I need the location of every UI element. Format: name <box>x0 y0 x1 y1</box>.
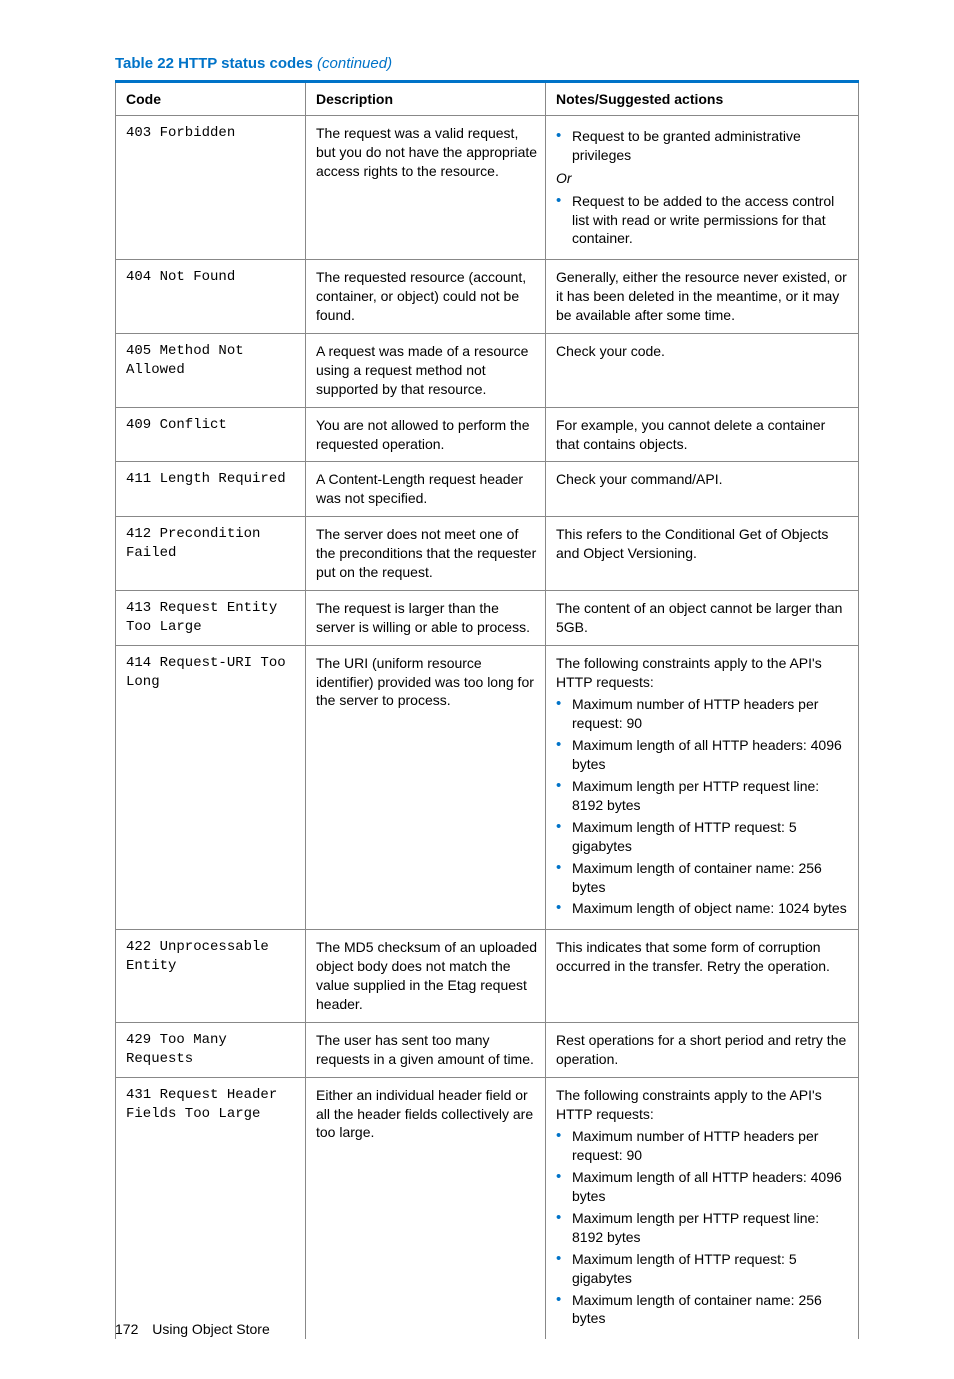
table-row: 413 Request Entity Too Large The request… <box>116 590 859 645</box>
list-item: Maximum length of HTTP request: 5 gigaby… <box>556 818 852 856</box>
cell-notes: Rest operations for a short period and r… <box>546 1022 859 1077</box>
list-item: Maximum length of all HTTP headers: 4096… <box>556 736 852 774</box>
cell-code: 405 Method Not Allowed <box>116 334 306 408</box>
cell-notes: Request to be granted administrative pri… <box>546 116 859 260</box>
cell-notes: For example, you cannot delete a contain… <box>546 407 859 462</box>
cell-description: You are not allowed to perform the reque… <box>306 407 546 462</box>
cell-notes: The content of an object cannot be large… <box>546 590 859 645</box>
table-row: 412 Precondition Failed The server does … <box>116 517 859 591</box>
cell-code: 422 Unprocessable Entity <box>116 930 306 1023</box>
document-page: Table 22 HTTP status codes (continued) C… <box>0 0 954 1379</box>
table-row: 411 Length Required A Content-Length req… <box>116 462 859 517</box>
notes-list: Maximum number of HTTP headers per reque… <box>556 1127 852 1328</box>
list-item: Request to be added to the access contro… <box>556 192 852 249</box>
list-item: Maximum length per HTTP request line: 81… <box>556 1209 852 1247</box>
cell-description: The requested resource (account, contain… <box>306 260 546 334</box>
list-item: Maximum length of HTTP request: 5 gigaby… <box>556 1250 852 1288</box>
table-header-row: Code Description Notes/Suggested actions <box>116 82 859 116</box>
cell-description: The request is larger than the server is… <box>306 590 546 645</box>
footer-section: Using Object Store <box>152 1321 270 1337</box>
cell-code: 414 Request-URI Too Long <box>116 645 306 930</box>
cell-description: The request was a valid request, but you… <box>306 116 546 260</box>
table-row: 409 Conflict You are not allowed to perf… <box>116 407 859 462</box>
col-header-notes: Notes/Suggested actions <box>546 82 859 116</box>
table-row: 404 Not Found The requested resource (ac… <box>116 260 859 334</box>
http-status-table: Code Description Notes/Suggested actions… <box>115 80 859 1339</box>
cell-description: Either an individual header field or all… <box>306 1077 546 1339</box>
cell-notes: Generally, either the resource never exi… <box>546 260 859 334</box>
list-item: Request to be granted administrative pri… <box>556 127 852 165</box>
cell-code: 404 Not Found <box>116 260 306 334</box>
col-header-description: Description <box>306 82 546 116</box>
notes-list: Request to be granted administrative pri… <box>556 127 852 165</box>
cell-notes: This indicates that some form of corrupt… <box>546 930 859 1023</box>
list-item: Maximum number of HTTP headers per reque… <box>556 695 852 733</box>
table-row: 422 Unprocessable Entity The MD5 checksu… <box>116 930 859 1023</box>
notes-list: Maximum number of HTTP headers per reque… <box>556 695 852 918</box>
cell-code: 403 Forbidden <box>116 116 306 260</box>
cell-code: 409 Conflict <box>116 407 306 462</box>
page-footer: 172 Using Object Store <box>115 1321 270 1337</box>
cell-code: 412 Precondition Failed <box>116 517 306 591</box>
list-item: Maximum length per HTTP request line: 81… <box>556 777 852 815</box>
table-row: 429 Too Many Requests The user has sent … <box>116 1022 859 1077</box>
cell-code: 429 Too Many Requests <box>116 1022 306 1077</box>
notes-or: Or <box>556 169 852 188</box>
cell-description: The URI (uniform resource identifier) pr… <box>306 645 546 930</box>
cell-description: A request was made of a resource using a… <box>306 334 546 408</box>
notes-intro: The following constraints apply to the A… <box>556 654 852 692</box>
notes-list: Request to be added to the access contro… <box>556 192 852 249</box>
cell-notes: The following constraints apply to the A… <box>546 645 859 930</box>
cell-code: 413 Request Entity Too Large <box>116 590 306 645</box>
col-header-code: Code <box>116 82 306 116</box>
list-item: Maximum length of object name: 1024 byte… <box>556 899 852 918</box>
table-row: 431 Request Header Fields Too Large Eith… <box>116 1077 859 1339</box>
cell-code: 411 Length Required <box>116 462 306 517</box>
cell-description: The server does not meet one of the prec… <box>306 517 546 591</box>
list-item: Maximum length of container name: 256 by… <box>556 1291 852 1329</box>
list-item: Maximum length of container name: 256 by… <box>556 859 852 897</box>
cell-notes: This refers to the Conditional Get of Ob… <box>546 517 859 591</box>
cell-notes: Check your command/API. <box>546 462 859 517</box>
table-title-continued: (continued) <box>317 55 392 72</box>
cell-notes: Check your code. <box>546 334 859 408</box>
notes-intro: The following constraints apply to the A… <box>556 1086 852 1124</box>
table-row: 403 Forbidden The request was a valid re… <box>116 116 859 260</box>
table-row: 405 Method Not Allowed A request was mad… <box>116 334 859 408</box>
cell-description: A Content-Length request header was not … <box>306 462 546 517</box>
list-item: Maximum number of HTTP headers per reque… <box>556 1127 852 1165</box>
page-number: 172 <box>115 1321 138 1337</box>
cell-description: The MD5 checksum of an uploaded object b… <box>306 930 546 1023</box>
cell-code: 431 Request Header Fields Too Large <box>116 1077 306 1339</box>
table-title: Table 22 HTTP status codes (continued) <box>115 55 859 72</box>
table-title-text: Table 22 HTTP status codes <box>115 55 317 72</box>
cell-notes: The following constraints apply to the A… <box>546 1077 859 1339</box>
list-item: Maximum length of all HTTP headers: 4096… <box>556 1168 852 1206</box>
table-row: 414 Request-URI Too Long The URI (unifor… <box>116 645 859 930</box>
cell-description: The user has sent too many requests in a… <box>306 1022 546 1077</box>
